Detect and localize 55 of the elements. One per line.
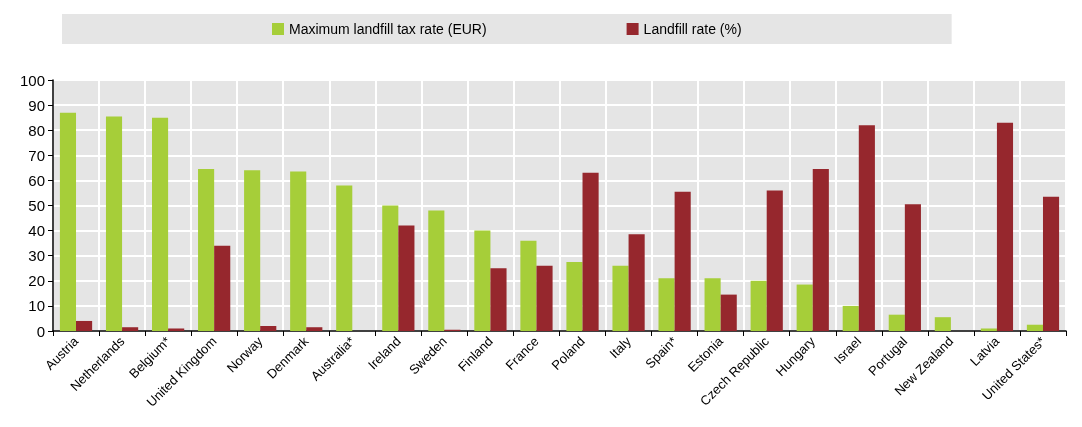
bar (842, 305, 859, 331)
bar (336, 185, 353, 331)
bar (490, 268, 507, 331)
bar (980, 328, 997, 331)
y-tick-label: 70 (28, 146, 45, 164)
bar (904, 204, 921, 331)
bar (996, 122, 1014, 331)
y-tick-label: 0 (36, 322, 45, 340)
bar (796, 284, 813, 331)
bar (812, 169, 829, 331)
bar (105, 116, 123, 331)
bar (674, 191, 691, 331)
bar (152, 117, 169, 331)
bar (198, 169, 215, 331)
bar (59, 112, 77, 331)
bar (566, 261, 583, 331)
bar (168, 328, 185, 331)
bar (306, 327, 323, 331)
legend-label: Maximum landfill tax rate (EUR) (289, 21, 487, 37)
bar (934, 317, 951, 331)
y-tick-label: 20 (28, 272, 45, 290)
bar (1026, 324, 1043, 331)
bar (214, 245, 231, 331)
bar (766, 190, 783, 331)
bar (398, 225, 415, 331)
bar (612, 265, 629, 331)
y-tick-label: 30 (28, 247, 45, 265)
bar (290, 171, 307, 331)
y-tick-label: 60 (28, 171, 45, 189)
y-tick-label: 90 (28, 96, 45, 114)
bar (520, 240, 537, 331)
x-tick-label: Italy (606, 333, 635, 362)
bar (474, 230, 491, 331)
bar (244, 170, 261, 331)
legend-label: Landfill rate (%) (643, 21, 742, 37)
bar (382, 205, 399, 331)
y-tick-label: 100 (19, 71, 45, 89)
bar (536, 265, 553, 331)
bar (750, 280, 767, 331)
y-tick-label: 40 (28, 222, 45, 240)
y-tick-label: 10 (28, 297, 45, 315)
bar (122, 327, 139, 331)
bar (888, 314, 905, 331)
bar (858, 125, 875, 331)
bar (1042, 196, 1060, 331)
bar (428, 210, 445, 331)
bar (720, 294, 737, 331)
y-tick-label: 50 (28, 197, 45, 214)
bar (582, 172, 599, 331)
bar (704, 278, 721, 331)
bar (76, 320, 93, 331)
bar (260, 325, 277, 331)
bar (658, 278, 675, 331)
y-tick-label: 80 (28, 121, 45, 139)
bar (628, 234, 645, 331)
